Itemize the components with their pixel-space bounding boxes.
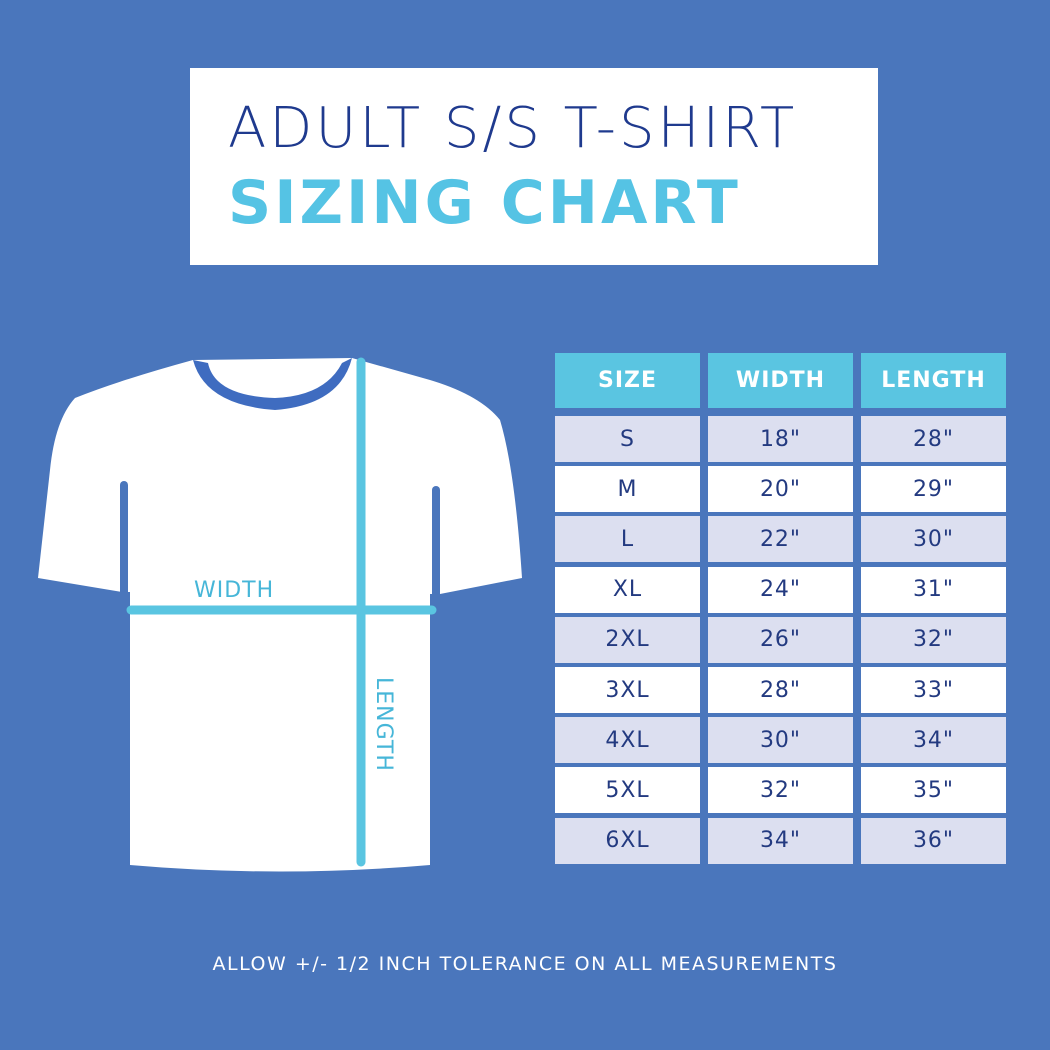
title-box: ADULT S/S T-SHIRT SIZING CHART xyxy=(190,68,878,265)
header-width: WIDTH xyxy=(708,353,853,408)
table-cell: 4XL xyxy=(555,717,700,764)
length-label: LENGTH xyxy=(371,677,396,772)
title-line2: SIZING CHART xyxy=(228,168,741,238)
table-cell: 29" xyxy=(861,466,1006,513)
title-line1: ADULT S/S T-SHIRT xyxy=(228,96,798,161)
table-cell: S xyxy=(555,416,700,462)
table-cell: 26" xyxy=(708,616,853,663)
table-cell: 24" xyxy=(708,566,853,613)
table-cell: 30" xyxy=(708,717,853,764)
table-cell: 35" xyxy=(861,767,1006,814)
table-cell: 32" xyxy=(861,616,1006,663)
table-cell: 33" xyxy=(861,667,1006,713)
table-cell: 36" xyxy=(861,817,1006,864)
header-size: SIZE xyxy=(555,353,700,408)
table-cell: 34" xyxy=(708,817,853,864)
table-cell: 28" xyxy=(861,416,1006,462)
tolerance-note: ALLOW +/- 1/2 INCH TOLERANCE ON ALL MEAS… xyxy=(212,953,838,975)
table-cell: 6XL xyxy=(555,817,700,864)
table-cell: 30" xyxy=(861,516,1006,563)
table-cell: 18" xyxy=(708,416,853,462)
header-length: LENGTH xyxy=(861,353,1006,408)
table-cell: 3XL xyxy=(555,667,700,713)
table-cell: 5XL xyxy=(555,767,700,814)
collar xyxy=(193,358,352,410)
table-cell: 28" xyxy=(708,667,853,713)
table-cell: M xyxy=(555,466,700,513)
table-cell: L xyxy=(555,516,700,563)
table-cell: 32" xyxy=(708,767,853,814)
table-cell: XL xyxy=(555,566,700,613)
table-cell: 2XL xyxy=(555,616,700,663)
table-cell: 34" xyxy=(861,717,1006,764)
table-cell: 20" xyxy=(708,466,853,513)
table-cell: 22" xyxy=(708,516,853,563)
tshirt-shape xyxy=(38,358,522,872)
width-label: WIDTH xyxy=(194,578,274,603)
table-cell: 31" xyxy=(861,566,1006,613)
